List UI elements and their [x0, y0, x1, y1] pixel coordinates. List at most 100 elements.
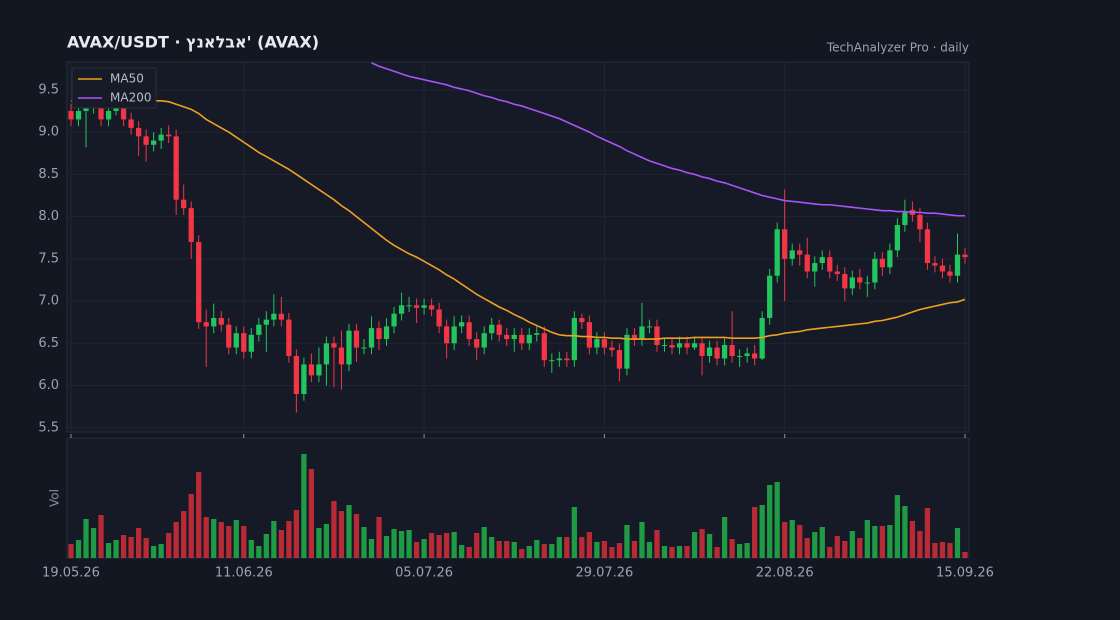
volume-bar: [819, 527, 825, 558]
candle-body: [857, 277, 863, 283]
candle-body: [181, 199, 187, 209]
candle-body: [879, 258, 885, 268]
volume-bar: [196, 472, 202, 558]
volume-bar: [466, 547, 472, 558]
volume-bar: [744, 543, 750, 558]
candle-body: [579, 317, 585, 323]
y-tick-label: 7.0: [38, 294, 59, 309]
x-tick-label: 11.06.26: [215, 566, 273, 581]
volume-bar: [879, 526, 885, 558]
x-tick-label: 22.08.26: [756, 566, 814, 581]
volume-bar: [601, 541, 608, 558]
candle-body: [241, 333, 247, 352]
candle-body: [631, 334, 638, 340]
legend-label: MA50: [110, 72, 144, 86]
candle-body: [752, 353, 758, 359]
candle-body: [834, 271, 840, 275]
candle-body: [812, 263, 818, 272]
x-tick-label: 19.05.26: [42, 566, 100, 581]
candle-body: [676, 343, 683, 348]
volume-bar: [413, 542, 420, 558]
volume-bar: [436, 535, 442, 558]
y-tick-label: 8.5: [38, 167, 59, 182]
volume-bar: [98, 515, 104, 558]
candle-body: [451, 326, 457, 344]
volume-bar: [203, 517, 209, 558]
candle-body: [609, 347, 615, 351]
volume-bar: [729, 539, 735, 558]
volume-bar: [504, 541, 510, 558]
candle-body: [98, 102, 104, 120]
candle-body: [474, 339, 480, 348]
candle-body: [444, 326, 450, 344]
volume-bar: [954, 528, 961, 558]
candle-body: [316, 364, 322, 376]
candle-body: [616, 350, 623, 369]
candle-body: [75, 110, 82, 120]
y-tick-label: 5.5: [38, 420, 59, 435]
volume-bar: [218, 522, 224, 558]
volume-bar: [308, 469, 315, 558]
candle-body: [293, 355, 300, 394]
candle-body: [158, 134, 164, 141]
volume-bar: [691, 532, 698, 558]
volume-axis-label: Vol: [48, 489, 62, 507]
volume-bar: [962, 552, 968, 558]
candle-body: [308, 364, 315, 376]
candle-body: [729, 344, 735, 356]
volume-bar: [226, 526, 232, 558]
y-tick-label: 9.5: [38, 82, 59, 97]
volume-bar: [661, 546, 668, 558]
candle-body: [466, 322, 472, 340]
moving-averages: [71, 62, 966, 340]
candle-body: [196, 241, 202, 323]
candle-body: [782, 229, 788, 259]
y-tick-label: 8.0: [38, 209, 59, 224]
candle-body: [346, 330, 352, 365]
volume-bar: [917, 531, 923, 558]
candle-body: [436, 309, 442, 327]
chart-subtitle: TechAnalyzer Pro · daily: [826, 41, 969, 55]
candle-body: [496, 324, 502, 335]
volume-bar: [714, 547, 720, 558]
candle-body: [654, 326, 660, 345]
candle-body: [947, 271, 953, 276]
x-tick-label: 15.09.26: [936, 566, 994, 581]
candle-body: [166, 134, 172, 137]
volume-bar: [699, 529, 705, 558]
candle-body: [151, 140, 157, 145]
candle-body: [173, 136, 179, 200]
candle-body: [661, 344, 668, 346]
candle-body: [368, 328, 375, 348]
volume-bar: [391, 529, 397, 558]
volume-bar: [346, 505, 352, 558]
candle-body: [226, 324, 232, 348]
volume-bar: [887, 525, 893, 558]
candle-body: [323, 343, 330, 365]
candle-body: [939, 265, 946, 272]
volume-bar: [774, 482, 780, 558]
volume-bar: [654, 530, 660, 558]
candle-body: [278, 313, 284, 320]
candle-body: [398, 305, 405, 314]
candle-body: [353, 330, 360, 348]
candle-body: [894, 225, 901, 251]
volume-bar: [496, 541, 502, 558]
candle-body: [736, 355, 743, 357]
x-tick-label: 29.07.26: [575, 566, 633, 581]
y-tick-label: 7.5: [38, 251, 59, 266]
candle-body: [421, 305, 427, 308]
candle-body: [819, 257, 825, 264]
volume-bar: [113, 540, 119, 558]
candle-body: [924, 229, 931, 264]
volume-bar: [541, 544, 547, 558]
candle-body: [691, 343, 698, 348]
candle-body: [541, 333, 547, 361]
candle-body: [338, 347, 345, 365]
candle-body: [774, 229, 780, 276]
volume-bar: [361, 527, 367, 558]
volume-bar: [383, 536, 390, 558]
volume-bar: [571, 507, 577, 558]
volume-bar: [376, 517, 382, 558]
